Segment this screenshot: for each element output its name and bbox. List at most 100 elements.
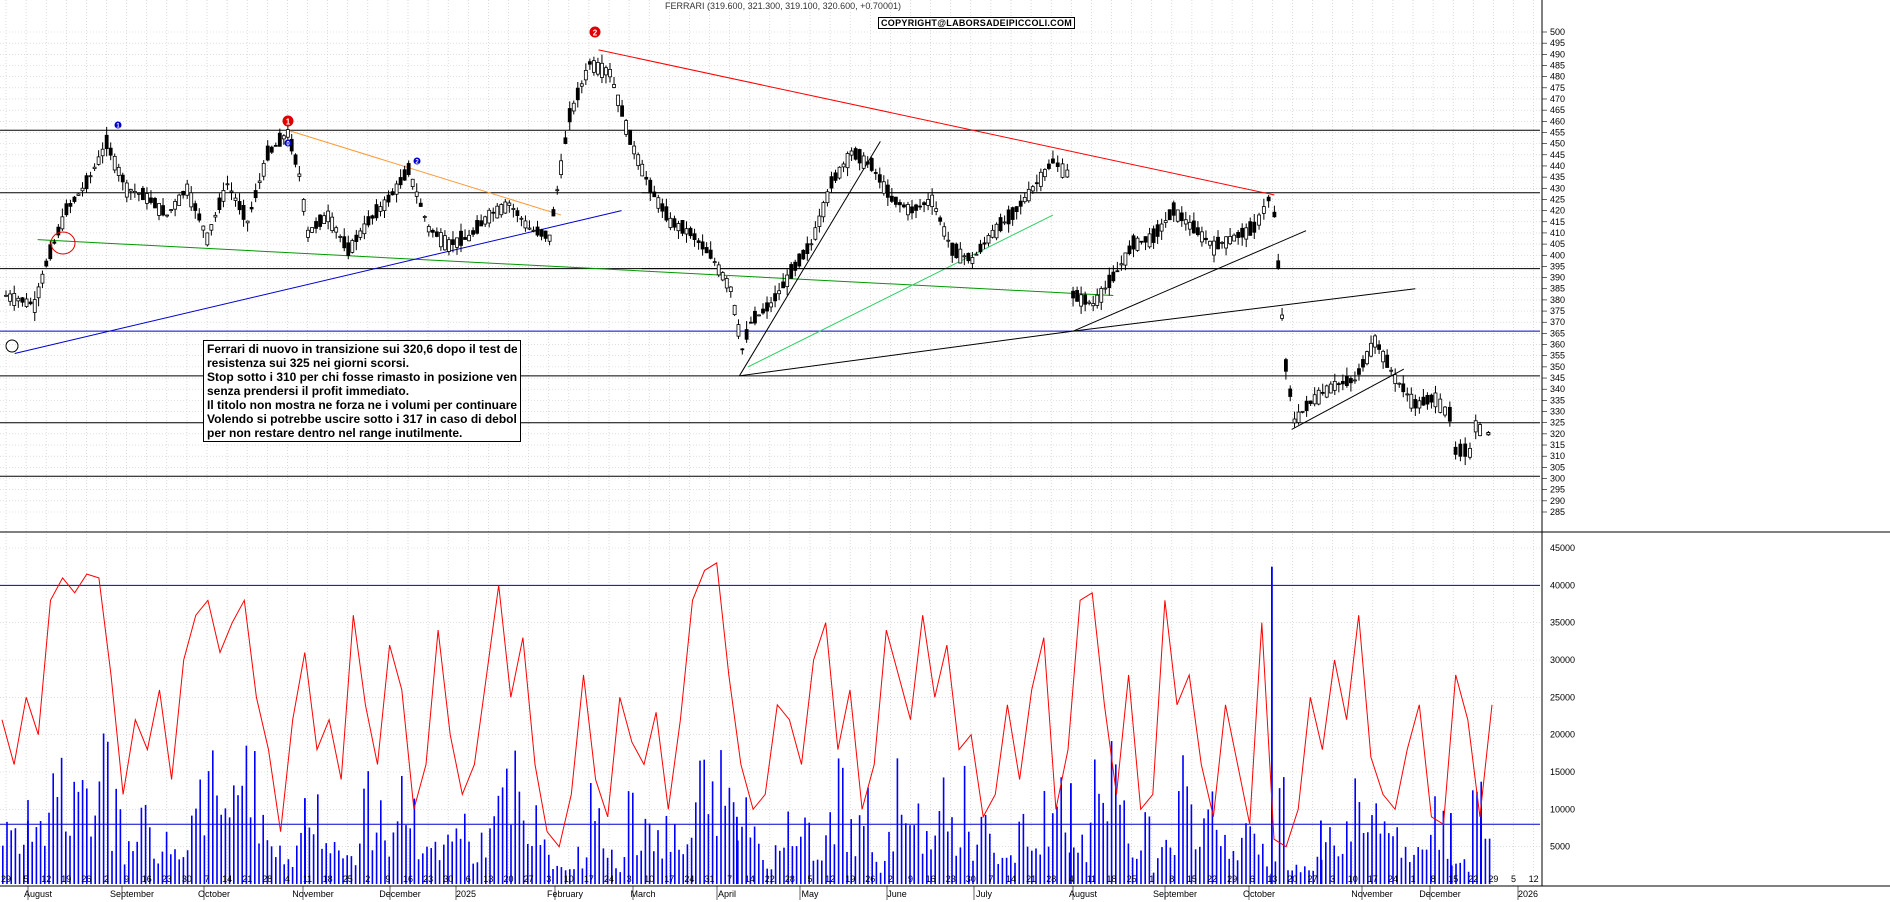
volume-bar: [1060, 777, 1062, 884]
candle-body: [962, 255, 967, 258]
day-tick-label: 27: [1307, 874, 1317, 884]
price-tick-label: 320: [1550, 429, 1565, 439]
volume-bar: [984, 814, 987, 884]
volume-bar: [518, 791, 521, 884]
price-tick-label: 305: [1550, 462, 1565, 472]
volume-bar: [564, 870, 567, 884]
day-tick-label: 6: [466, 874, 471, 884]
candle-body: [362, 223, 367, 235]
volume-bar: [1014, 862, 1016, 884]
candle-body: [555, 189, 560, 192]
price-tick-label: 400: [1550, 250, 1565, 260]
day-tick-label: 11: [303, 874, 312, 884]
candle-body: [1486, 432, 1491, 436]
candle-body: [793, 261, 798, 271]
candle-body: [132, 190, 137, 194]
candle-body: [1200, 231, 1204, 243]
candle-body: [1478, 424, 1482, 437]
candle-body: [684, 228, 689, 235]
volume-bar: [363, 788, 365, 884]
candle-body: [1405, 393, 1410, 396]
price-tick-label: 450: [1550, 139, 1565, 149]
volume-bar: [640, 850, 642, 884]
volume-bar: [1119, 804, 1121, 884]
month-tick-label: June: [887, 889, 907, 899]
candle-body: [507, 202, 512, 206]
price-tick-label: 430: [1550, 183, 1565, 193]
candle-body: [257, 180, 262, 183]
candle-body: [881, 181, 886, 194]
day-tick-label: 25: [343, 874, 353, 884]
volume-bar: [1236, 860, 1239, 884]
volume-bar: [900, 814, 903, 884]
candle-body: [1127, 245, 1132, 255]
candle-body: [869, 158, 874, 171]
grid: [0, 0, 1540, 886]
volume-bar: [1098, 793, 1100, 884]
volume-bar: [716, 835, 718, 884]
candle-body: [1429, 394, 1434, 403]
day-tick-label: 8: [1431, 874, 1436, 884]
volume-bar: [539, 844, 542, 884]
volume-bar: [501, 787, 504, 884]
candle-body: [1204, 237, 1208, 241]
volume-bar: [27, 820, 29, 884]
volume-bar: [90, 836, 92, 884]
day-tick-label: 23: [946, 874, 956, 884]
volume-bar: [1446, 858, 1449, 884]
candle-body: [310, 227, 314, 233]
volume-bar: [10, 830, 12, 884]
candle-body: [209, 224, 214, 231]
candle-body: [430, 229, 435, 233]
volume-tick-label: 35000: [1550, 618, 1575, 628]
volume-bar: [1299, 872, 1302, 884]
price-tick-label: 500: [1550, 27, 1565, 37]
price-tick-label: 290: [1550, 496, 1565, 506]
month-tick-label: March: [630, 889, 655, 899]
candle-body: [1353, 379, 1357, 382]
candle-body: [1328, 383, 1333, 394]
price-tick-label: 440: [1550, 161, 1565, 171]
volume-bar: [98, 781, 101, 884]
volume-bar: [1165, 839, 1167, 884]
volume-bar: [732, 802, 735, 884]
candle-body: [841, 163, 846, 168]
day-tick-label: 9: [908, 874, 913, 884]
candle-body: [620, 105, 624, 117]
month-tick-label: November: [292, 889, 334, 899]
volume-bar: [783, 847, 785, 884]
volume-bar: [1039, 854, 1041, 884]
candle-body: [893, 196, 898, 205]
volume-bar: [438, 860, 441, 884]
candle-body: [165, 214, 169, 217]
candle-body: [1413, 399, 1418, 409]
note-line: resistenza sui 325 nei giorni scorsi.: [207, 356, 410, 370]
candle-body: [918, 205, 922, 208]
price-tick-label: 395: [1550, 261, 1565, 271]
price-tick-label: 425: [1550, 194, 1565, 204]
candle-body: [749, 321, 753, 324]
volume-bar: [552, 869, 554, 884]
volume-bar: [1476, 791, 1478, 884]
volume-bar: [1442, 810, 1445, 884]
volume-bar: [1455, 863, 1457, 884]
red-marker-1: [282, 115, 294, 127]
day-tick-label: 7: [204, 874, 209, 884]
candle-body: [1244, 227, 1249, 240]
volume-bar: [993, 852, 995, 884]
day-tick-label: 31: [704, 874, 714, 884]
red-marker-2: [589, 26, 601, 38]
candle-body: [769, 302, 773, 308]
volume-bar: [879, 872, 882, 884]
volume-bar: [1073, 847, 1075, 884]
candle-body: [559, 160, 564, 175]
volume-bar: [636, 855, 638, 884]
candle-body: [672, 218, 677, 228]
volume-bar: [804, 817, 806, 884]
volume-bar: [149, 827, 151, 884]
candle-body: [406, 163, 411, 175]
volume-bar: [128, 841, 130, 884]
volume-bar: [65, 831, 67, 884]
volume-bar: [506, 768, 508, 884]
candle-body: [366, 216, 371, 226]
